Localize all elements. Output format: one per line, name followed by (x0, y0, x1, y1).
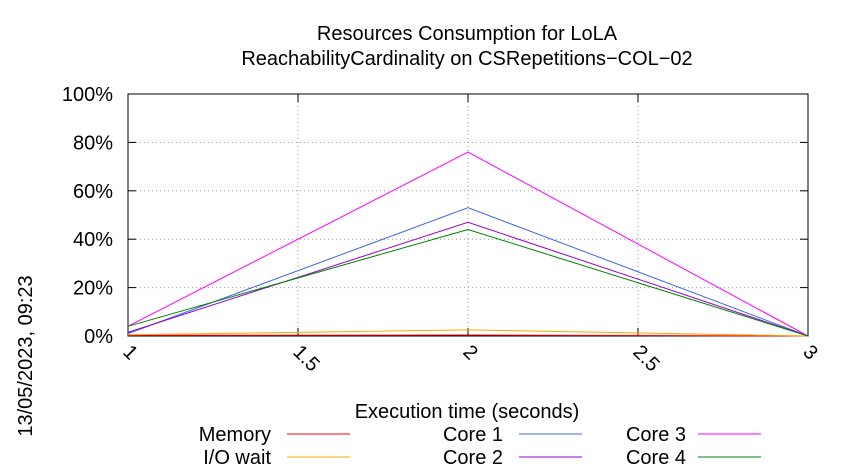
y-tick-label: 80% (73, 132, 113, 154)
x-tick-label: 2.5 (628, 341, 663, 376)
legend-label: I/O wait (203, 447, 271, 469)
legend-label: Core 1 (443, 424, 503, 446)
x-axis-label: Execution time (seconds) (355, 401, 580, 423)
legend-label: Core 2 (443, 447, 503, 469)
legend-label: Core 3 (626, 424, 686, 446)
grid (128, 94, 808, 336)
x-tick-label: 1 (118, 341, 141, 364)
chart-title-line-1: Resources Consumption for LoLA (317, 23, 618, 45)
y-tick-label: 0% (84, 326, 113, 348)
series-line-core-4 (127, 228, 809, 337)
x-tick-label: 2 (458, 341, 481, 364)
series-line-core-2 (127, 221, 809, 337)
y-axis: 0% 20% 40% 60% 80% 100% (62, 84, 808, 348)
legend-label: Core 4 (626, 447, 686, 469)
series-line-memory (127, 334, 809, 337)
x-tick-label: 1.5 (288, 341, 323, 376)
y-tick-label: 40% (73, 229, 113, 251)
y-tick-label: 100% (62, 84, 113, 106)
x-tick-label: 3 (798, 341, 821, 364)
legend-label: Memory (199, 424, 271, 446)
y-tick-label: 60% (73, 181, 113, 203)
series-line-core-1 (127, 207, 809, 337)
series-line-i-o-wait (127, 329, 809, 337)
timestamp-label: 13/05/2023, 09:23 (15, 275, 37, 436)
series-lines (127, 151, 809, 337)
series-line-core-3 (127, 151, 809, 337)
chart-title-line-2: ReachabilityCardinality on CSRepetitions… (241, 48, 692, 70)
y-tick-label: 20% (73, 278, 113, 300)
